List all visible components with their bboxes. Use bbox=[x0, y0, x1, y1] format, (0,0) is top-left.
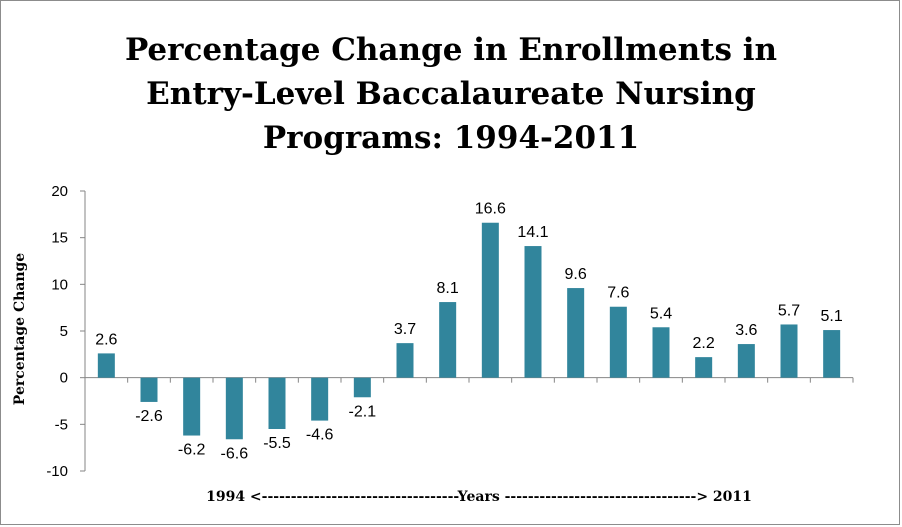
bar bbox=[823, 330, 841, 378]
bar bbox=[225, 377, 243, 440]
y-tick-label: 5 bbox=[60, 323, 68, 340]
y-tick-label: 20 bbox=[51, 183, 68, 200]
y-tick-label: 10 bbox=[51, 276, 68, 293]
data-label: 5.7 bbox=[778, 302, 800, 319]
bar bbox=[97, 353, 115, 378]
data-label: 2.2 bbox=[693, 335, 715, 352]
chart-title: Percentage Change in Enrollments in Entr… bbox=[0, 28, 902, 160]
y-tick-label: 0 bbox=[60, 370, 68, 387]
y-tick-label: -5 bbox=[55, 416, 68, 433]
data-label: 3.6 bbox=[735, 322, 757, 339]
bars bbox=[97, 222, 841, 440]
data-label: 14.1 bbox=[517, 224, 548, 241]
data-label: 8.1 bbox=[437, 280, 459, 297]
chart-title-line-3: Programs: 1994-2011 bbox=[262, 120, 640, 156]
data-label: -2.6 bbox=[135, 408, 163, 425]
bar bbox=[353, 377, 371, 398]
y-tick-label: -10 bbox=[46, 463, 68, 480]
bar bbox=[439, 302, 457, 378]
bar bbox=[183, 377, 201, 436]
bar bbox=[780, 324, 798, 378]
bar bbox=[567, 288, 585, 378]
x-axis bbox=[84, 377, 854, 383]
data-label: -4.6 bbox=[306, 427, 334, 444]
bar bbox=[524, 246, 542, 378]
bar bbox=[609, 306, 627, 378]
y-axis-title: Percentage Change bbox=[12, 253, 28, 406]
data-label: 3.7 bbox=[394, 321, 416, 338]
bar bbox=[737, 344, 755, 378]
data-label: 16.6 bbox=[475, 201, 506, 218]
data-label: 7.6 bbox=[607, 285, 629, 302]
data-label: -2.1 bbox=[349, 403, 377, 420]
data-label: 9.6 bbox=[565, 266, 587, 283]
y-tick-label: 15 bbox=[51, 230, 68, 247]
bar bbox=[652, 327, 670, 378]
data-label: -5.5 bbox=[263, 435, 291, 452]
chart-title-line-2: Entry-Level Baccalaureate Nursing bbox=[146, 76, 756, 112]
bar bbox=[268, 377, 286, 429]
bar bbox=[140, 377, 158, 402]
bar bbox=[311, 377, 329, 421]
data-label: -6.6 bbox=[221, 445, 249, 462]
data-label: 5.4 bbox=[650, 305, 672, 322]
data-labels: 2.6 -2.6 -6.2 -6.6 -5.5 -4.6 -2.1 3.7 8.1 16.6 14.… bbox=[95, 201, 843, 463]
bar bbox=[481, 222, 499, 378]
data-label: 5.1 bbox=[821, 308, 843, 325]
x-axis-title: 1994 <----------------------------------… bbox=[206, 489, 752, 505]
data-label: -6.2 bbox=[178, 442, 206, 459]
data-label: 2.6 bbox=[95, 331, 117, 348]
bar bbox=[396, 343, 414, 378]
y-axis: 20 15 10 5 0 -5 -10 bbox=[46, 183, 86, 480]
chart-title-line-1: Percentage Change in Enrollments in bbox=[124, 32, 778, 68]
bar bbox=[695, 357, 713, 378]
